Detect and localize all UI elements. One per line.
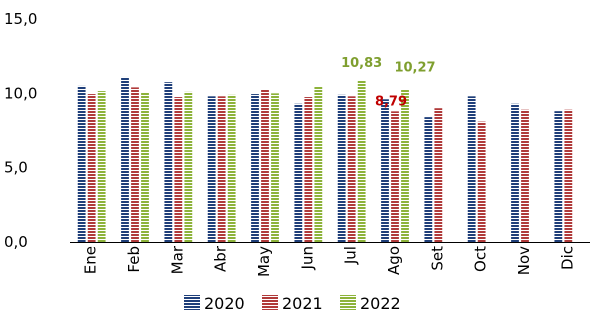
bar-2021-Jul — [347, 96, 356, 242]
bar-2021-Ago — [391, 111, 399, 243]
bar-2022-Ene — [97, 91, 106, 242]
data-label: 10,27 — [394, 60, 435, 75]
bar-2020-Set — [424, 117, 433, 242]
legend-swatch-2022 — [340, 295, 356, 310]
bar-2020-Feb — [121, 76, 129, 242]
category-label: Jun — [298, 246, 316, 270]
category-label: May — [255, 246, 273, 277]
bar-2020-Dic — [554, 111, 563, 242]
y-tick-label: 15,0 — [4, 10, 37, 28]
bar-2020-Ene — [77, 85, 86, 243]
legend-swatch-2020 — [184, 295, 200, 310]
bar-2020-Mar — [164, 82, 173, 242]
bar-2021-Jun — [304, 97, 313, 242]
legend-swatch-2021 — [262, 295, 278, 310]
legend-label: 2020 — [204, 294, 245, 313]
bar-2022-Jul — [357, 80, 366, 242]
data-label: 10,83 — [341, 56, 382, 71]
bar-2022-Jun — [314, 86, 323, 242]
bars — [77, 76, 573, 243]
y-tick-label: 0,0 — [4, 233, 28, 251]
category-label: Abr — [212, 245, 230, 272]
category-label: Jul — [342, 246, 360, 265]
y-axis-ticks: 0,0 5,0 10,0 15,0 — [4, 10, 37, 251]
bar-2021-Mar — [174, 97, 183, 242]
category-label: Dic — [558, 246, 576, 270]
y-tick-label: 10,0 — [4, 84, 37, 102]
category-label: Ago — [385, 246, 403, 275]
y-tick-label: 5,0 — [4, 159, 28, 177]
category-labels: Ene Feb Mar Abr May Jun Jul Ago Set Oct Nov Dic — [82, 245, 577, 277]
bar-2021-Oct — [477, 121, 486, 242]
bar-2022-Ago — [401, 89, 409, 242]
bar-2021-Feb — [131, 87, 139, 243]
bar-2021-Ene — [87, 94, 96, 243]
bar-2021-Abr — [217, 96, 226, 242]
bar-2022-Mar — [184, 91, 193, 242]
bar-2021-May — [261, 89, 269, 242]
bar-2020-Abr — [207, 96, 216, 242]
category-label: Ene — [82, 246, 100, 274]
bar-2020-May — [251, 94, 259, 243]
category-label: Mar — [168, 245, 186, 274]
bar-2022-May — [271, 93, 279, 242]
bar-2021-Nov — [521, 109, 529, 242]
bar-2020-Oct — [467, 96, 476, 242]
legend-label: 2022 — [360, 294, 401, 313]
bar-2021-Set — [434, 108, 443, 242]
data-labels: 10,83 10,27 8,79 — [341, 56, 435, 109]
bar-2020-Ago — [381, 99, 389, 242]
category-label: Feb — [125, 246, 143, 273]
legend-label: 2021 — [282, 294, 323, 313]
bar-2020-Jul — [337, 94, 346, 242]
data-label: 8,79 — [375, 94, 407, 109]
category-label: Nov — [515, 246, 533, 275]
bar-2020-Nov — [511, 103, 519, 243]
bar-2022-Abr — [227, 94, 236, 242]
bar-2021-Dic — [564, 109, 573, 242]
category-label: Set — [428, 246, 446, 271]
bar-2020-Jun — [294, 103, 303, 243]
legend: 2020 2021 2022 — [184, 294, 401, 313]
category-label: Oct — [472, 246, 490, 272]
bar-2022-Feb — [141, 92, 149, 242]
